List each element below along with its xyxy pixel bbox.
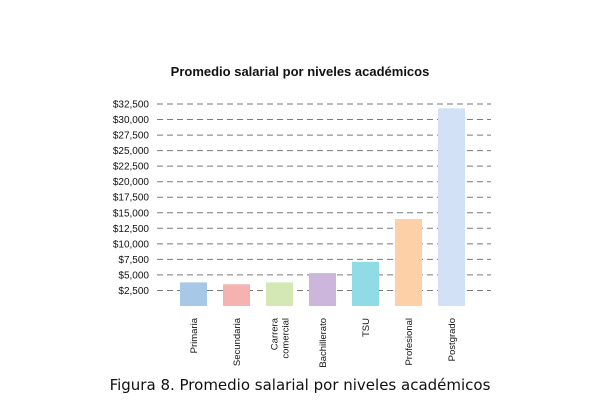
bar-secundaria — [223, 284, 250, 306]
x-tick-label: TSU — [361, 318, 372, 337]
y-tick-label: $10,000 — [113, 239, 150, 250]
bar-tsu — [352, 261, 379, 306]
y-tick-label: $2,500 — [118, 286, 149, 297]
x-tick-label-line: Carrera — [270, 317, 281, 350]
x-tick-label: Carrera comercial — [270, 317, 292, 358]
figure-label: Figura 8. — [109, 376, 175, 394]
x-axis-labels: Primaria Secundaria Carrera comercial Bachil… — [189, 317, 458, 367]
gridlines — [157, 103, 491, 291]
y-tick-label: $20,000 — [113, 177, 150, 188]
y-tick-label: $22,500 — [113, 162, 150, 173]
figure-caption-text: Promedio salarial por niveles académicos — [174, 376, 491, 394]
y-tick-label: $27,500 — [113, 131, 150, 142]
bars — [180, 108, 465, 306]
y-axis-ticks: $2,500 $5,000 $7,500 $10,000 $12,500 $15,000 $… — [113, 100, 150, 297]
x-tick-label-line: Bachillerato — [318, 318, 329, 368]
y-tick-label: $25,000 — [113, 146, 150, 157]
x-tick-label: Postgrado — [447, 318, 458, 361]
x-tick-label-line: Secundaria — [232, 317, 243, 366]
chart-title: Promedio salarial por niveles académicos — [171, 64, 430, 79]
bar-postgrado — [438, 108, 465, 306]
x-tick-label: Profesional — [404, 318, 415, 366]
bar-profesional — [395, 218, 422, 306]
y-tick-label: $7,500 — [118, 255, 149, 266]
bar-carrera-comercial — [266, 282, 293, 306]
x-tick-label-line: comercial — [281, 318, 292, 359]
x-tick-label: Bachillerato — [318, 318, 329, 368]
x-tick-label-line: Profesional — [404, 318, 415, 366]
x-tick-label: Primaria — [189, 317, 200, 353]
x-tick-label-line: Postgrado — [447, 318, 458, 361]
y-tick-label: $15,000 — [113, 208, 150, 219]
y-tick-label: $30,000 — [113, 115, 150, 126]
y-tick-label: $32,500 — [113, 100, 150, 111]
y-tick-label: $17,500 — [113, 193, 150, 204]
bar-bachillerato — [309, 273, 336, 306]
x-tick-label-line: Primaria — [189, 317, 200, 353]
figure-caption: Figura 8. Promedio salarial por niveles … — [0, 376, 600, 394]
y-tick-label: $12,500 — [113, 224, 150, 235]
bar-primaria — [180, 282, 207, 306]
y-tick-label: $5,000 — [118, 270, 149, 281]
bar-chart: Promedio salarial por niveles académicos… — [113, 64, 491, 368]
x-tick-label-line: TSU — [361, 318, 372, 337]
x-tick-label: Secundaria — [232, 317, 243, 366]
